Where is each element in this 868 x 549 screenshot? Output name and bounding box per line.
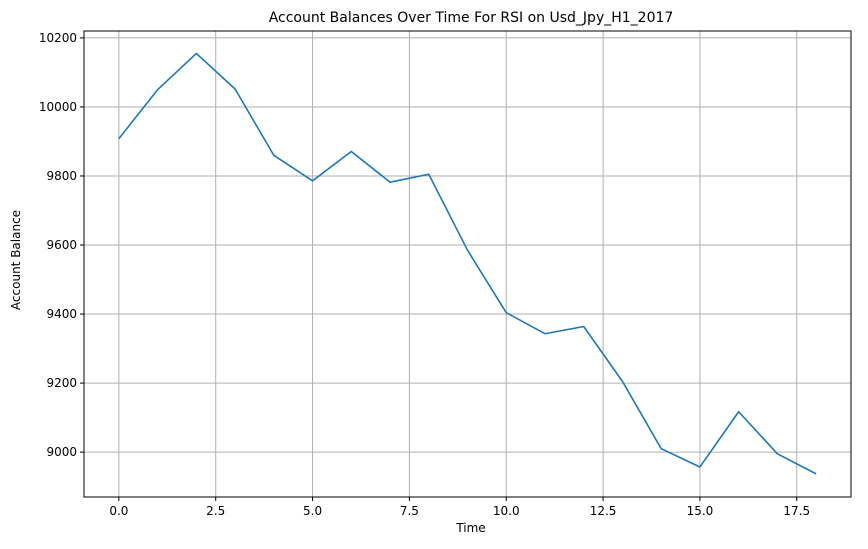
y-tick-label: 9000: [46, 445, 77, 459]
series-line: [118, 52, 817, 475]
x-tick-label: 17.5: [783, 504, 810, 518]
x-tick-label: 15.0: [687, 504, 714, 518]
x-tick-label: 7.5: [400, 504, 419, 518]
y-tick-label: 9200: [46, 376, 77, 390]
y-tick-label: 9800: [46, 169, 77, 183]
grid-lines: [84, 31, 851, 497]
y-axis-ticks: 9000 9200 9400 9600 9800 10000 10200: [39, 31, 84, 459]
x-tick-label: 0.0: [109, 504, 128, 518]
x-tick-label: 12.5: [590, 504, 617, 518]
x-axis-ticks: 0.0 2.5 5.0 7.5 10.0 12.5 15.0 17.5: [109, 497, 810, 518]
x-tick-label: 5.0: [303, 504, 322, 518]
x-tick-label: 10.0: [493, 504, 520, 518]
chart-title: Account Balances Over Time For RSI on Us…: [269, 10, 674, 26]
plot-frame: [83, 30, 852, 498]
x-tick-label: 2.5: [206, 504, 225, 518]
y-axis-label: Account Balance: [9, 210, 23, 310]
x-axis-label: Time: [455, 521, 485, 535]
y-tick-label: 9600: [46, 238, 77, 252]
series-layer: [118, 52, 817, 475]
y-tick-label: 10200: [39, 31, 77, 45]
y-tick-label: 9400: [46, 307, 77, 321]
y-tick-label: 10000: [39, 100, 77, 114]
